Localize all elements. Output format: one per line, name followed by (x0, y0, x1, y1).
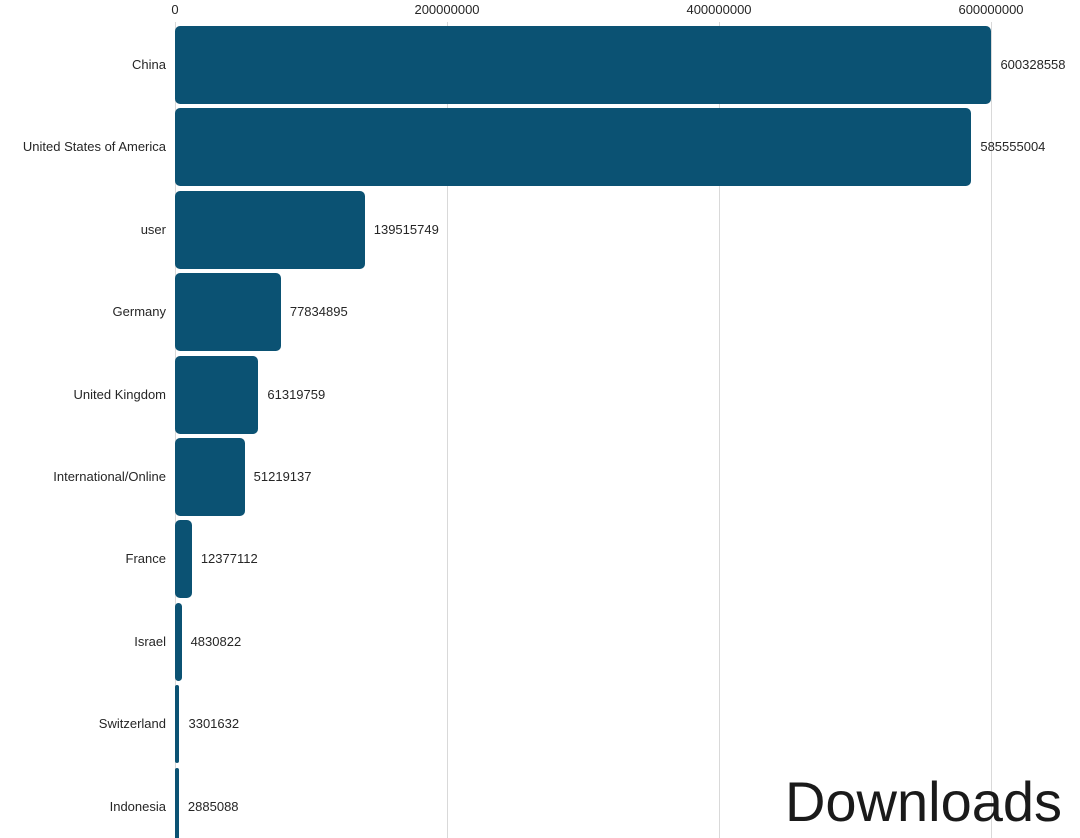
bar[interactable] (175, 26, 992, 104)
category-label: International/Online (53, 469, 166, 484)
bar-value-label: 51219137 (253, 469, 312, 484)
bar-value-label: 4830822 (190, 633, 242, 649)
bar[interactable] (175, 190, 365, 269)
category-label: Switzerland (98, 716, 166, 732)
x-axis-top: 0 200000000 400000000 600000000 (0, 0, 1080, 22)
category-label: China (132, 57, 166, 72)
x-tick-label: 600000000 (958, 2, 1024, 17)
bar-value-label: 585555004 (980, 139, 1046, 155)
x-tick-label: 0 (171, 2, 179, 17)
bar-value-label: 600328558 (1000, 57, 1066, 72)
bar-row: user 139515749 (0, 190, 1080, 269)
category-label: user (140, 221, 166, 237)
category-label: Germany (112, 304, 166, 320)
bar-value-label: 77834895 (289, 304, 348, 320)
bar-row: Indonesia 2885088 (0, 767, 1080, 838)
bar[interactable] (175, 685, 180, 764)
bar[interactable] (175, 438, 245, 516)
bar-row: Switzerland 3301632 (0, 685, 1080, 764)
bar[interactable] (175, 108, 972, 187)
bar-value-label: 12377112 (200, 551, 258, 567)
bar[interactable] (175, 355, 259, 434)
bar-value-label: 2885088 (187, 798, 239, 814)
x-tick-label: 200000000 (414, 2, 480, 17)
bar[interactable] (175, 520, 192, 599)
bar-row: Germany 77834895 (0, 273, 1080, 352)
category-label: Israel (134, 633, 166, 649)
category-label: Indonesia (109, 798, 166, 814)
bar-row: China 600328558 (0, 26, 1080, 104)
bar-row: United Kingdom 61319759 (0, 355, 1080, 434)
bar-row: United States of America 585555004 (0, 108, 1080, 187)
category-label: United Kingdom (73, 386, 167, 402)
bar[interactable] (175, 767, 179, 838)
bar-value-label: 139515749 (373, 221, 439, 237)
chart-title: Downloads (784, 770, 1062, 833)
bar-row: Israel 4830822 (0, 602, 1080, 681)
bar-value-label: 3301632 (188, 716, 240, 732)
category-label: United States of America (22, 139, 166, 155)
x-tick-label: 400000000 (686, 2, 752, 17)
category-label: France (125, 551, 166, 567)
bar-value-label: 61319759 (267, 386, 326, 402)
bar[interactable] (175, 273, 281, 352)
bar-row: International/Online 51219137 (0, 438, 1080, 516)
bar[interactable] (175, 602, 182, 681)
plot-area: China 600328558 United States of America 58… (0, 22, 1080, 838)
bar-row: France 12377112 (0, 520, 1080, 599)
